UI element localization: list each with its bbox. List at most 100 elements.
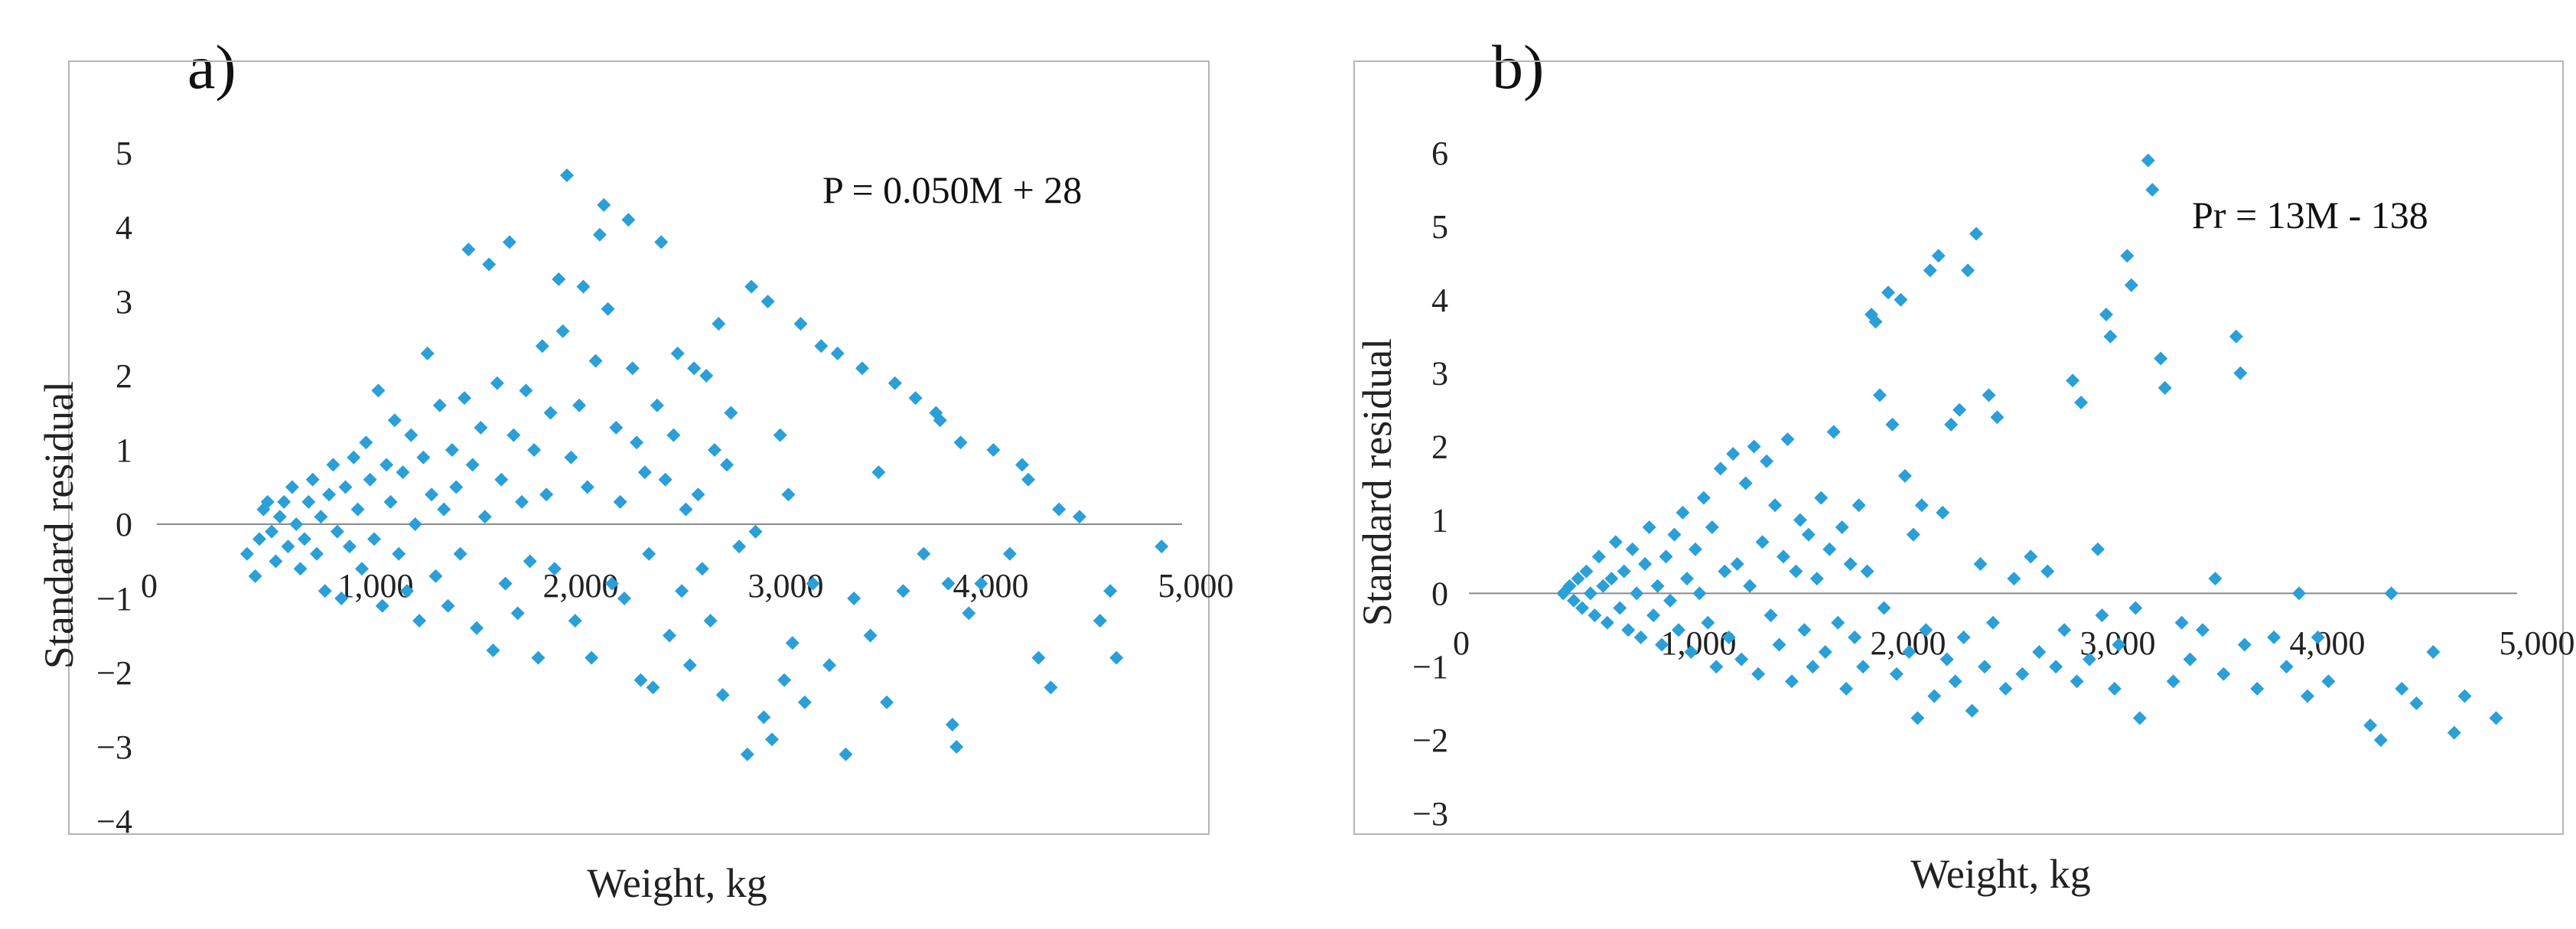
panel-b-data-point (1672, 623, 1685, 637)
panel-b-data-point (2292, 586, 2307, 601)
panel-a-data-point (428, 569, 443, 583)
panel-a-data-point (781, 487, 796, 502)
panel-b-x-tick-label: 4,000 (2290, 624, 2366, 662)
panel-b-data-point (1688, 542, 1702, 556)
panel-a-data-point (757, 710, 771, 725)
panel-a-data-point (392, 546, 406, 561)
panel-a-y-tick-label: 4 (116, 209, 132, 246)
panel-a-data-point (777, 673, 792, 687)
panel-a-data-point (703, 614, 718, 628)
panel-b-data-point (2373, 733, 2388, 748)
panel-a-data-point (1052, 502, 1067, 517)
panel-b-data-point (1713, 461, 1728, 476)
panel-b-data-point (1814, 491, 1829, 505)
panel-a-data-point (720, 458, 734, 472)
panel-b-data-point (2091, 542, 2105, 556)
panel-a-data-point (297, 532, 311, 546)
panel-a-data-point (289, 517, 304, 531)
panel-a-data-point (663, 628, 676, 643)
panel-a-data-point (432, 398, 447, 412)
panel-b-data-point (2301, 689, 2314, 703)
panel-b-y-tick-label: 2 (1431, 429, 1448, 466)
panel-b-data-point (2384, 586, 2399, 601)
panel-a-data-point (740, 747, 754, 761)
panel-a-data-point (682, 658, 697, 673)
panel-a-data-point (760, 295, 775, 308)
panel-a-data-point (949, 740, 964, 754)
panel-b-data-point (1642, 520, 1656, 535)
panel-a-data-point (588, 354, 603, 368)
panel-a-data-point (691, 487, 705, 502)
panel-b-data-point (1885, 417, 1900, 432)
panel-a-y-tick-label: −3 (96, 729, 132, 766)
panel-b-data-point (1721, 630, 1736, 644)
panel-b-data-point (2070, 674, 2084, 689)
panel-a-data-point (908, 391, 923, 406)
panel-a-data-point (670, 346, 685, 360)
panel-b-data-point (2128, 601, 2143, 615)
panel-b-data-point (1743, 579, 1757, 593)
panel-a-data-point (630, 435, 644, 450)
panel-a-data-point (712, 317, 726, 331)
panel-a-data-point (441, 598, 455, 613)
panel-a-data-point (383, 494, 398, 509)
panel-a-data-point (625, 361, 640, 376)
panel-b-data-point (1709, 660, 1724, 674)
panel-a-data-point (896, 584, 910, 598)
panel-a-data-point (260, 494, 275, 509)
panel-b-label: b) (1492, 32, 1544, 102)
panel-a-data-point (785, 636, 800, 650)
panel-b-data-point (1806, 660, 1820, 674)
panel-a-data-point (305, 472, 320, 487)
panel-b-data-point (1927, 689, 1942, 703)
panel-a-data-point (486, 643, 500, 657)
panel-a-data-point (470, 621, 484, 635)
panel-a-data-point (666, 428, 681, 442)
panel-a-data-point (515, 494, 529, 509)
panel-a-data-point (1044, 680, 1058, 695)
panel-a-data-point (917, 546, 931, 561)
panel-b-data-point (1831, 615, 1845, 630)
panel-a-data-point (318, 584, 332, 598)
panel-a-data-point (953, 435, 968, 450)
panel-a-data-point (887, 376, 902, 390)
panel-a-data-point (1103, 584, 1118, 598)
panel-b-data-point (1701, 615, 1715, 630)
panel-a-data-point (277, 494, 291, 509)
panel-b-data-point (1625, 542, 1640, 556)
panel-b-data-point (1923, 263, 1937, 278)
panel-b-y-tick-label: 3 (1431, 355, 1448, 393)
panel-b-data-point (1902, 645, 1917, 660)
panel-b-data-point (1638, 556, 1653, 571)
panel-b-data-point (2250, 681, 2265, 696)
panel-a-data-point (732, 539, 747, 554)
panel-a-data-point (445, 443, 459, 457)
panel-b-y-tick-label: −3 (1412, 795, 1448, 833)
panel-a-data-point (839, 747, 853, 761)
panel-a-data-point (416, 450, 431, 464)
panel-a-data-point (560, 168, 574, 183)
panel-a-data-point (597, 197, 611, 212)
panel-a-data-point (269, 554, 283, 569)
panel-b-data-point (1734, 652, 1749, 667)
panel-b-data-point (2141, 153, 2155, 168)
panel-a-y-tick-label: 5 (116, 135, 132, 172)
panel-b-y-tick-label: −2 (1412, 722, 1448, 759)
panel-b-data-point (2395, 681, 2409, 696)
panel-a-data-point (707, 443, 721, 457)
panel-b-data-point (1835, 520, 1849, 535)
panel-b-data-point (1633, 630, 1648, 644)
panel-a-data-point (613, 494, 627, 509)
panel-a-data-point (863, 628, 878, 643)
panel-a-data-point (986, 443, 1001, 457)
panel-a-data-point (724, 406, 738, 420)
panel-b-data-point (2233, 366, 2248, 380)
panel-b-data-point (2132, 711, 2147, 725)
panel-a-data-point (425, 487, 439, 502)
panel-a-data-point (239, 546, 254, 561)
panel-b-data-point (2099, 307, 2113, 321)
panel-a-data-point (465, 458, 480, 472)
panel-b-data-point (2183, 652, 2197, 667)
panel-a-y-tick-label: 2 (116, 357, 132, 395)
panel-b-data-point (1856, 660, 1871, 674)
